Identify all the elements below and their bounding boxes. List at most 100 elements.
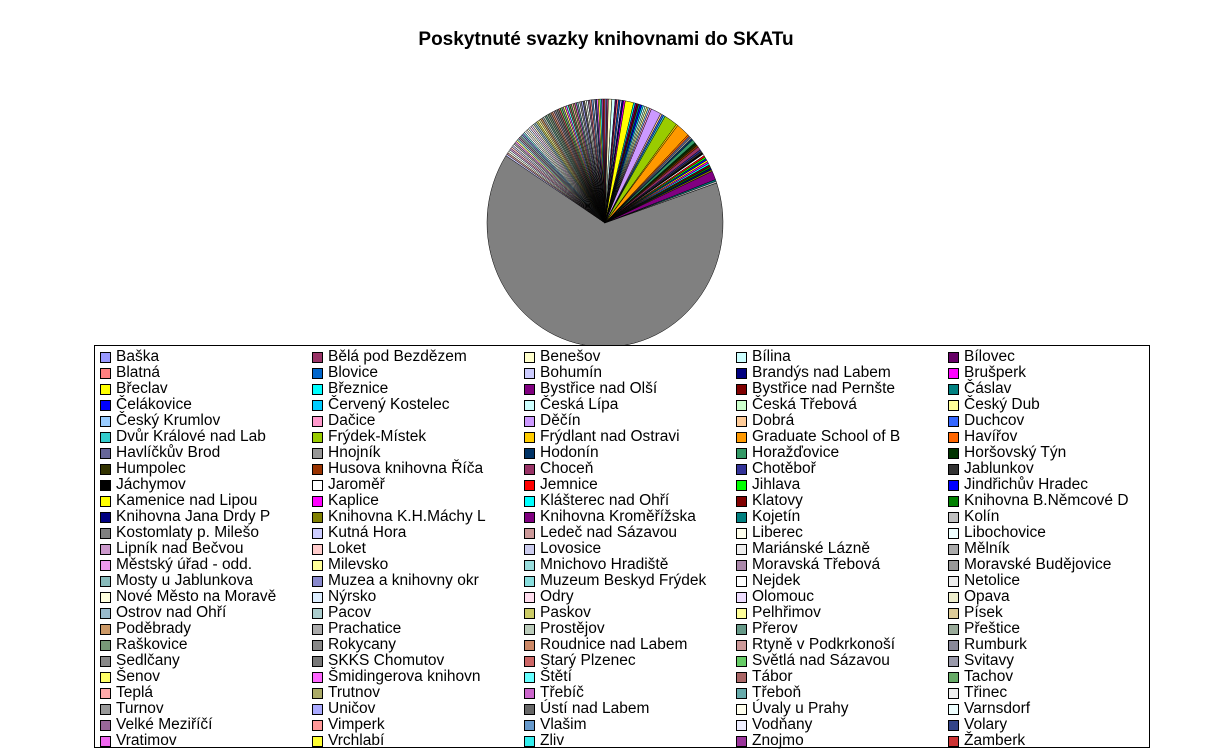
legend-label: Štětí xyxy=(540,668,572,685)
legend-swatch xyxy=(524,560,535,571)
legend-swatch xyxy=(736,352,747,363)
legend-swatch xyxy=(524,400,535,411)
legend-label: Frýdek-Místek xyxy=(328,428,427,445)
legend-label: Česká Třebová xyxy=(752,396,857,413)
legend-label: Benešov xyxy=(540,348,601,365)
legend-label: Klatovy xyxy=(752,492,803,509)
legend-label: Lipník nad Bečvou xyxy=(116,540,244,557)
legend-swatch xyxy=(312,704,323,715)
legend-swatch xyxy=(736,720,747,731)
legend-swatch xyxy=(948,656,959,667)
legend-swatch xyxy=(736,384,747,395)
legend-swatch xyxy=(524,416,535,427)
legend-label: Teplá xyxy=(116,684,154,701)
legend-swatch xyxy=(524,448,535,459)
legend-label: Hodonín xyxy=(540,444,599,461)
legend-swatch xyxy=(524,480,535,491)
legend-swatch xyxy=(100,528,111,539)
legend-swatch xyxy=(524,464,535,475)
legend-label: Mělník xyxy=(964,540,1010,557)
legend-label: Uničov xyxy=(328,700,376,717)
legend-label: Prostějov xyxy=(540,620,605,637)
legend-swatch xyxy=(100,640,111,651)
legend-swatch xyxy=(312,608,323,619)
legend-swatch xyxy=(524,352,535,363)
legend-swatch xyxy=(948,352,959,363)
legend-swatch xyxy=(100,352,111,363)
legend-swatch xyxy=(312,624,323,635)
legend-label: Humpolec xyxy=(116,460,186,477)
legend-label: Šmidingerova knihovn xyxy=(328,668,481,685)
legend-label: Havlíčkův Brod xyxy=(116,444,221,461)
legend-label: Kojetín xyxy=(752,508,801,525)
legend-swatch xyxy=(524,576,535,587)
legend-swatch xyxy=(736,576,747,587)
legend-swatch xyxy=(948,576,959,587)
legend-swatch xyxy=(312,528,323,539)
legend-label: Jaroměř xyxy=(328,476,385,493)
legend-swatch xyxy=(312,384,323,395)
legend-swatch xyxy=(312,576,323,587)
legend-swatch xyxy=(100,704,111,715)
legend-label: Ústí nad Labem xyxy=(540,700,650,717)
legend-label: Jindřichův Hradec xyxy=(964,476,1089,493)
legend-label: Vratimov xyxy=(116,732,177,749)
legend-label: Česká Lípa xyxy=(540,396,619,413)
legend-swatch xyxy=(312,368,323,379)
legend-label: Libochovice xyxy=(964,524,1046,541)
legend-swatch xyxy=(736,496,747,507)
legend-label: Choceň xyxy=(540,460,594,477)
legend-swatch xyxy=(524,592,535,603)
legend-swatch xyxy=(736,480,747,491)
legend-label: Havířov xyxy=(964,428,1018,445)
legend-swatch xyxy=(100,608,111,619)
legend-label: Bohumín xyxy=(540,364,603,381)
legend-label: Mariánské Lázně xyxy=(752,540,871,557)
legend-label: Klášterec nad Ohří xyxy=(540,492,670,509)
legend-label: Jemnice xyxy=(540,476,598,493)
legend-swatch xyxy=(524,512,535,523)
legend-label: Knihovna Jana Drdy P xyxy=(116,508,271,525)
legend-label: Znojmo xyxy=(752,732,804,749)
legend-label: Přeštice xyxy=(964,620,1020,637)
legend-swatch xyxy=(948,416,959,427)
legend-swatch xyxy=(312,720,323,731)
legend-swatch xyxy=(312,352,323,363)
legend-label: Prachatice xyxy=(328,620,402,637)
legend-swatch xyxy=(524,384,535,395)
legend-label: Raškovice xyxy=(116,636,188,653)
legend-label: Světlá nad Sázavou xyxy=(752,652,890,669)
legend-swatch xyxy=(100,592,111,603)
legend-swatch xyxy=(100,416,111,427)
legend-swatch xyxy=(312,496,323,507)
legend-swatch xyxy=(948,624,959,635)
legend-swatch xyxy=(100,496,111,507)
legend-swatch xyxy=(100,384,111,395)
legend-swatch xyxy=(524,496,535,507)
legend-swatch xyxy=(100,480,111,491)
legend-label: Rumburk xyxy=(964,636,1027,653)
legend-label: Nejdek xyxy=(752,572,801,589)
legend-swatch xyxy=(736,672,747,683)
legend-label: Muzea a knihovny okr xyxy=(328,572,479,589)
legend-label: Březnice xyxy=(328,380,389,397)
legend-swatch xyxy=(524,736,535,747)
legend-swatch xyxy=(736,368,747,379)
legend-swatch xyxy=(100,736,111,747)
legend-swatch xyxy=(736,736,747,747)
legend-label: Bystřice nad Pernšte xyxy=(752,380,896,397)
legend-label: Ledeč nad Sázavou xyxy=(540,524,678,541)
legend-label: Mosty u Jablunkova xyxy=(116,572,253,589)
legend-label: Vlašim xyxy=(540,716,587,733)
legend-label: Bystřice nad Olší xyxy=(540,380,658,397)
legend-label: Kamenice nad Lipou xyxy=(116,492,258,509)
legend-swatch xyxy=(948,384,959,395)
legend-swatch xyxy=(736,544,747,555)
legend-label: Milevsko xyxy=(328,556,389,573)
legend-label: Zliv xyxy=(540,732,565,749)
legend-label: Jablunkov xyxy=(964,460,1034,477)
legend-swatch xyxy=(100,400,111,411)
legend-swatch xyxy=(524,608,535,619)
legend-swatch xyxy=(312,592,323,603)
legend-swatch xyxy=(312,432,323,443)
